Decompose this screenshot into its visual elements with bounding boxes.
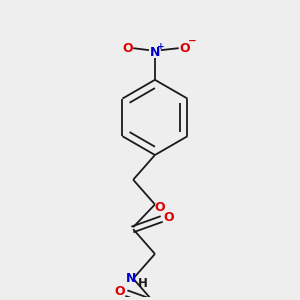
- Text: −: −: [188, 36, 197, 46]
- Text: O: O: [114, 285, 125, 298]
- Text: O: O: [164, 211, 174, 224]
- Text: O: O: [179, 42, 190, 55]
- Text: O: O: [154, 201, 165, 214]
- Text: H: H: [138, 277, 148, 290]
- Text: +: +: [157, 42, 165, 51]
- Text: N: N: [150, 46, 160, 59]
- Text: O: O: [122, 42, 133, 55]
- Text: N: N: [126, 272, 136, 285]
